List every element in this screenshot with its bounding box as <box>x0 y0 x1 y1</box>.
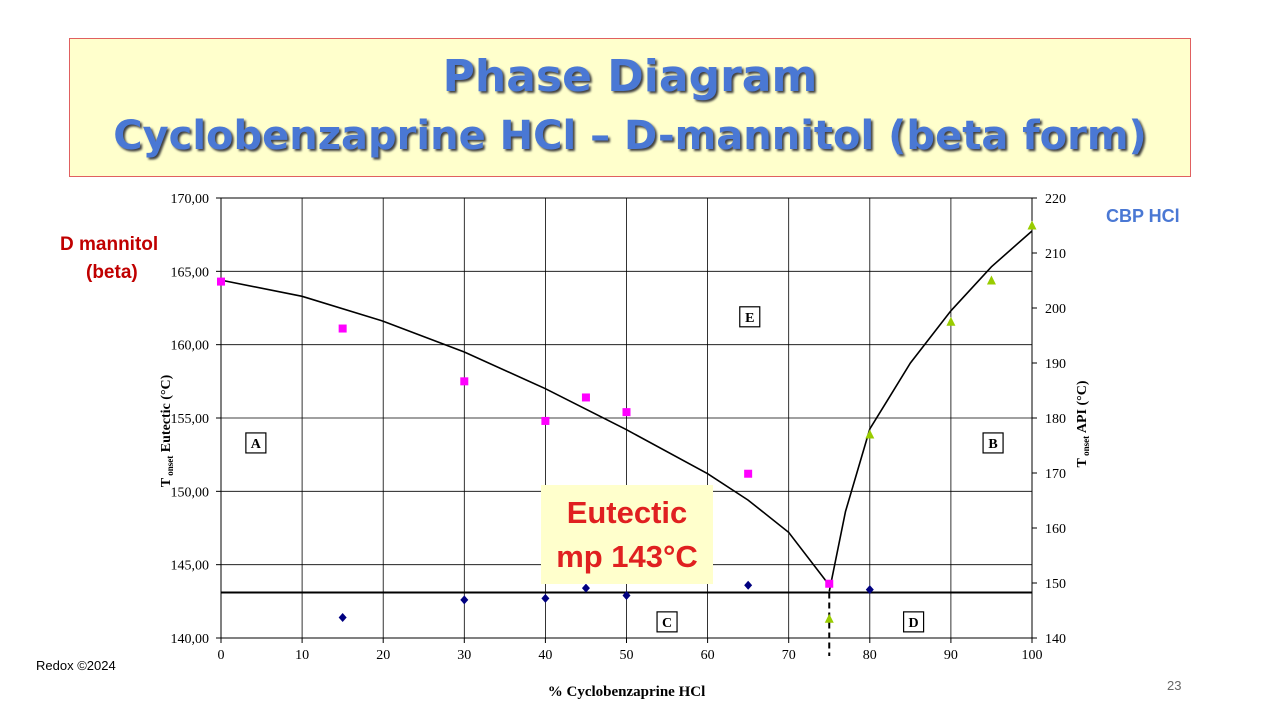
x-tick-label: 60 <box>701 648 715 663</box>
data-point-mannitol <box>744 469 753 478</box>
y-left-tick-label: 170,00 <box>171 192 210 207</box>
y-left-tick-label: 150,00 <box>171 485 210 500</box>
data-point-mannitol <box>460 377 469 386</box>
callout-line2: mp 143°C <box>556 539 698 574</box>
data-point-api <box>946 316 956 326</box>
y-left-tick-label: 140,00 <box>171 632 210 647</box>
data-point-mannitol <box>581 393 590 402</box>
x-axis-title: % Cyclobenzaprine HCl <box>548 684 706 700</box>
liquidus-curve-mannitol <box>220 279 830 586</box>
data-point-mannitol <box>622 408 631 417</box>
x-tick-label: 30 <box>457 648 471 663</box>
region-label-c: C <box>662 616 672 631</box>
data-point-eutectic <box>744 580 753 590</box>
y-right-tick-label: 160 <box>1045 522 1066 537</box>
y-left-tick-label: 160,00 <box>171 339 210 354</box>
callout-line1: Eutectic <box>566 495 688 530</box>
eutectic-callout: Eutectic mp 143°C <box>541 485 713 584</box>
x-tick-label: 20 <box>376 648 390 663</box>
y-right-tick-label: 200 <box>1045 302 1066 317</box>
y-right-tick-label: 220 <box>1045 192 1066 207</box>
region-label-e: E <box>745 311 754 326</box>
x-tick-label: 80 <box>863 648 877 663</box>
footer-copyright: Redox ©2024 <box>36 658 116 673</box>
y-right-tick-label: 180 <box>1045 412 1066 427</box>
data-point-mannitol <box>825 579 834 588</box>
title-box: Phase Diagram Cyclobenzaprine HCl – D-ma… <box>69 38 1191 177</box>
slide-subtitle: Cyclobenzaprine HCl – D-mannitol (beta f… <box>113 113 1147 159</box>
data-point-mannitol <box>217 277 225 286</box>
x-tick-label: 100 <box>1022 648 1043 663</box>
mannitol-label-line1: D mannitol <box>60 234 159 255</box>
y-right-axis-title: T onset API (°C) <box>1075 380 1091 467</box>
region-box-c <box>656 611 678 633</box>
data-point-eutectic <box>338 612 347 622</box>
page-number: 23 <box>1167 678 1182 693</box>
region-box-a <box>245 432 267 454</box>
data-point-api <box>824 613 834 623</box>
mannitol-label: D mannitol (beta) <box>60 231 158 287</box>
y-left-axis-title: T onset Eutectic (°C) <box>159 374 175 487</box>
cbp-hcl-label: CBP HCl <box>1106 206 1180 226</box>
region-label-d: D <box>909 616 919 631</box>
y-left-tick-label: 165,00 <box>171 265 210 280</box>
x-tick-label: 10 <box>295 648 309 663</box>
liquidus-curve-api <box>828 230 1033 592</box>
x-tick-label: 0 <box>218 648 225 663</box>
region-box-d <box>902 611 925 633</box>
data-point-eutectic <box>622 590 631 600</box>
x-tick-label: 90 <box>944 648 958 663</box>
data-point-eutectic <box>541 593 550 603</box>
data-point-eutectic <box>865 585 874 595</box>
data-point-mannitol <box>338 324 347 333</box>
data-point-api <box>1027 220 1037 230</box>
region-label-a: A <box>251 437 262 452</box>
data-point-mannitol <box>541 416 550 425</box>
y-left-tick-label: 155,00 <box>171 412 210 427</box>
data-point-eutectic <box>460 595 469 605</box>
x-tick-label: 50 <box>620 648 634 663</box>
data-point-eutectic <box>581 583 590 593</box>
region-box-b <box>982 432 1004 454</box>
y-right-tick-label: 210 <box>1045 247 1066 262</box>
y-right-tick-label: 140 <box>1045 632 1066 647</box>
x-tick-label: 70 <box>782 648 796 663</box>
y-right-tick-label: 190 <box>1045 357 1066 372</box>
data-point-api <box>986 275 996 285</box>
mannitol-label-line2: (beta) <box>86 262 138 283</box>
region-label-b: B <box>988 437 997 452</box>
slide-title: Phase Diagram <box>442 51 818 102</box>
region-box-e <box>739 306 761 328</box>
x-tick-label: 40 <box>538 648 552 663</box>
data-point-api <box>865 429 875 439</box>
y-left-tick-label: 145,00 <box>171 559 210 574</box>
y-right-tick-label: 150 <box>1045 577 1066 592</box>
y-right-tick-label: 170 <box>1045 467 1066 482</box>
